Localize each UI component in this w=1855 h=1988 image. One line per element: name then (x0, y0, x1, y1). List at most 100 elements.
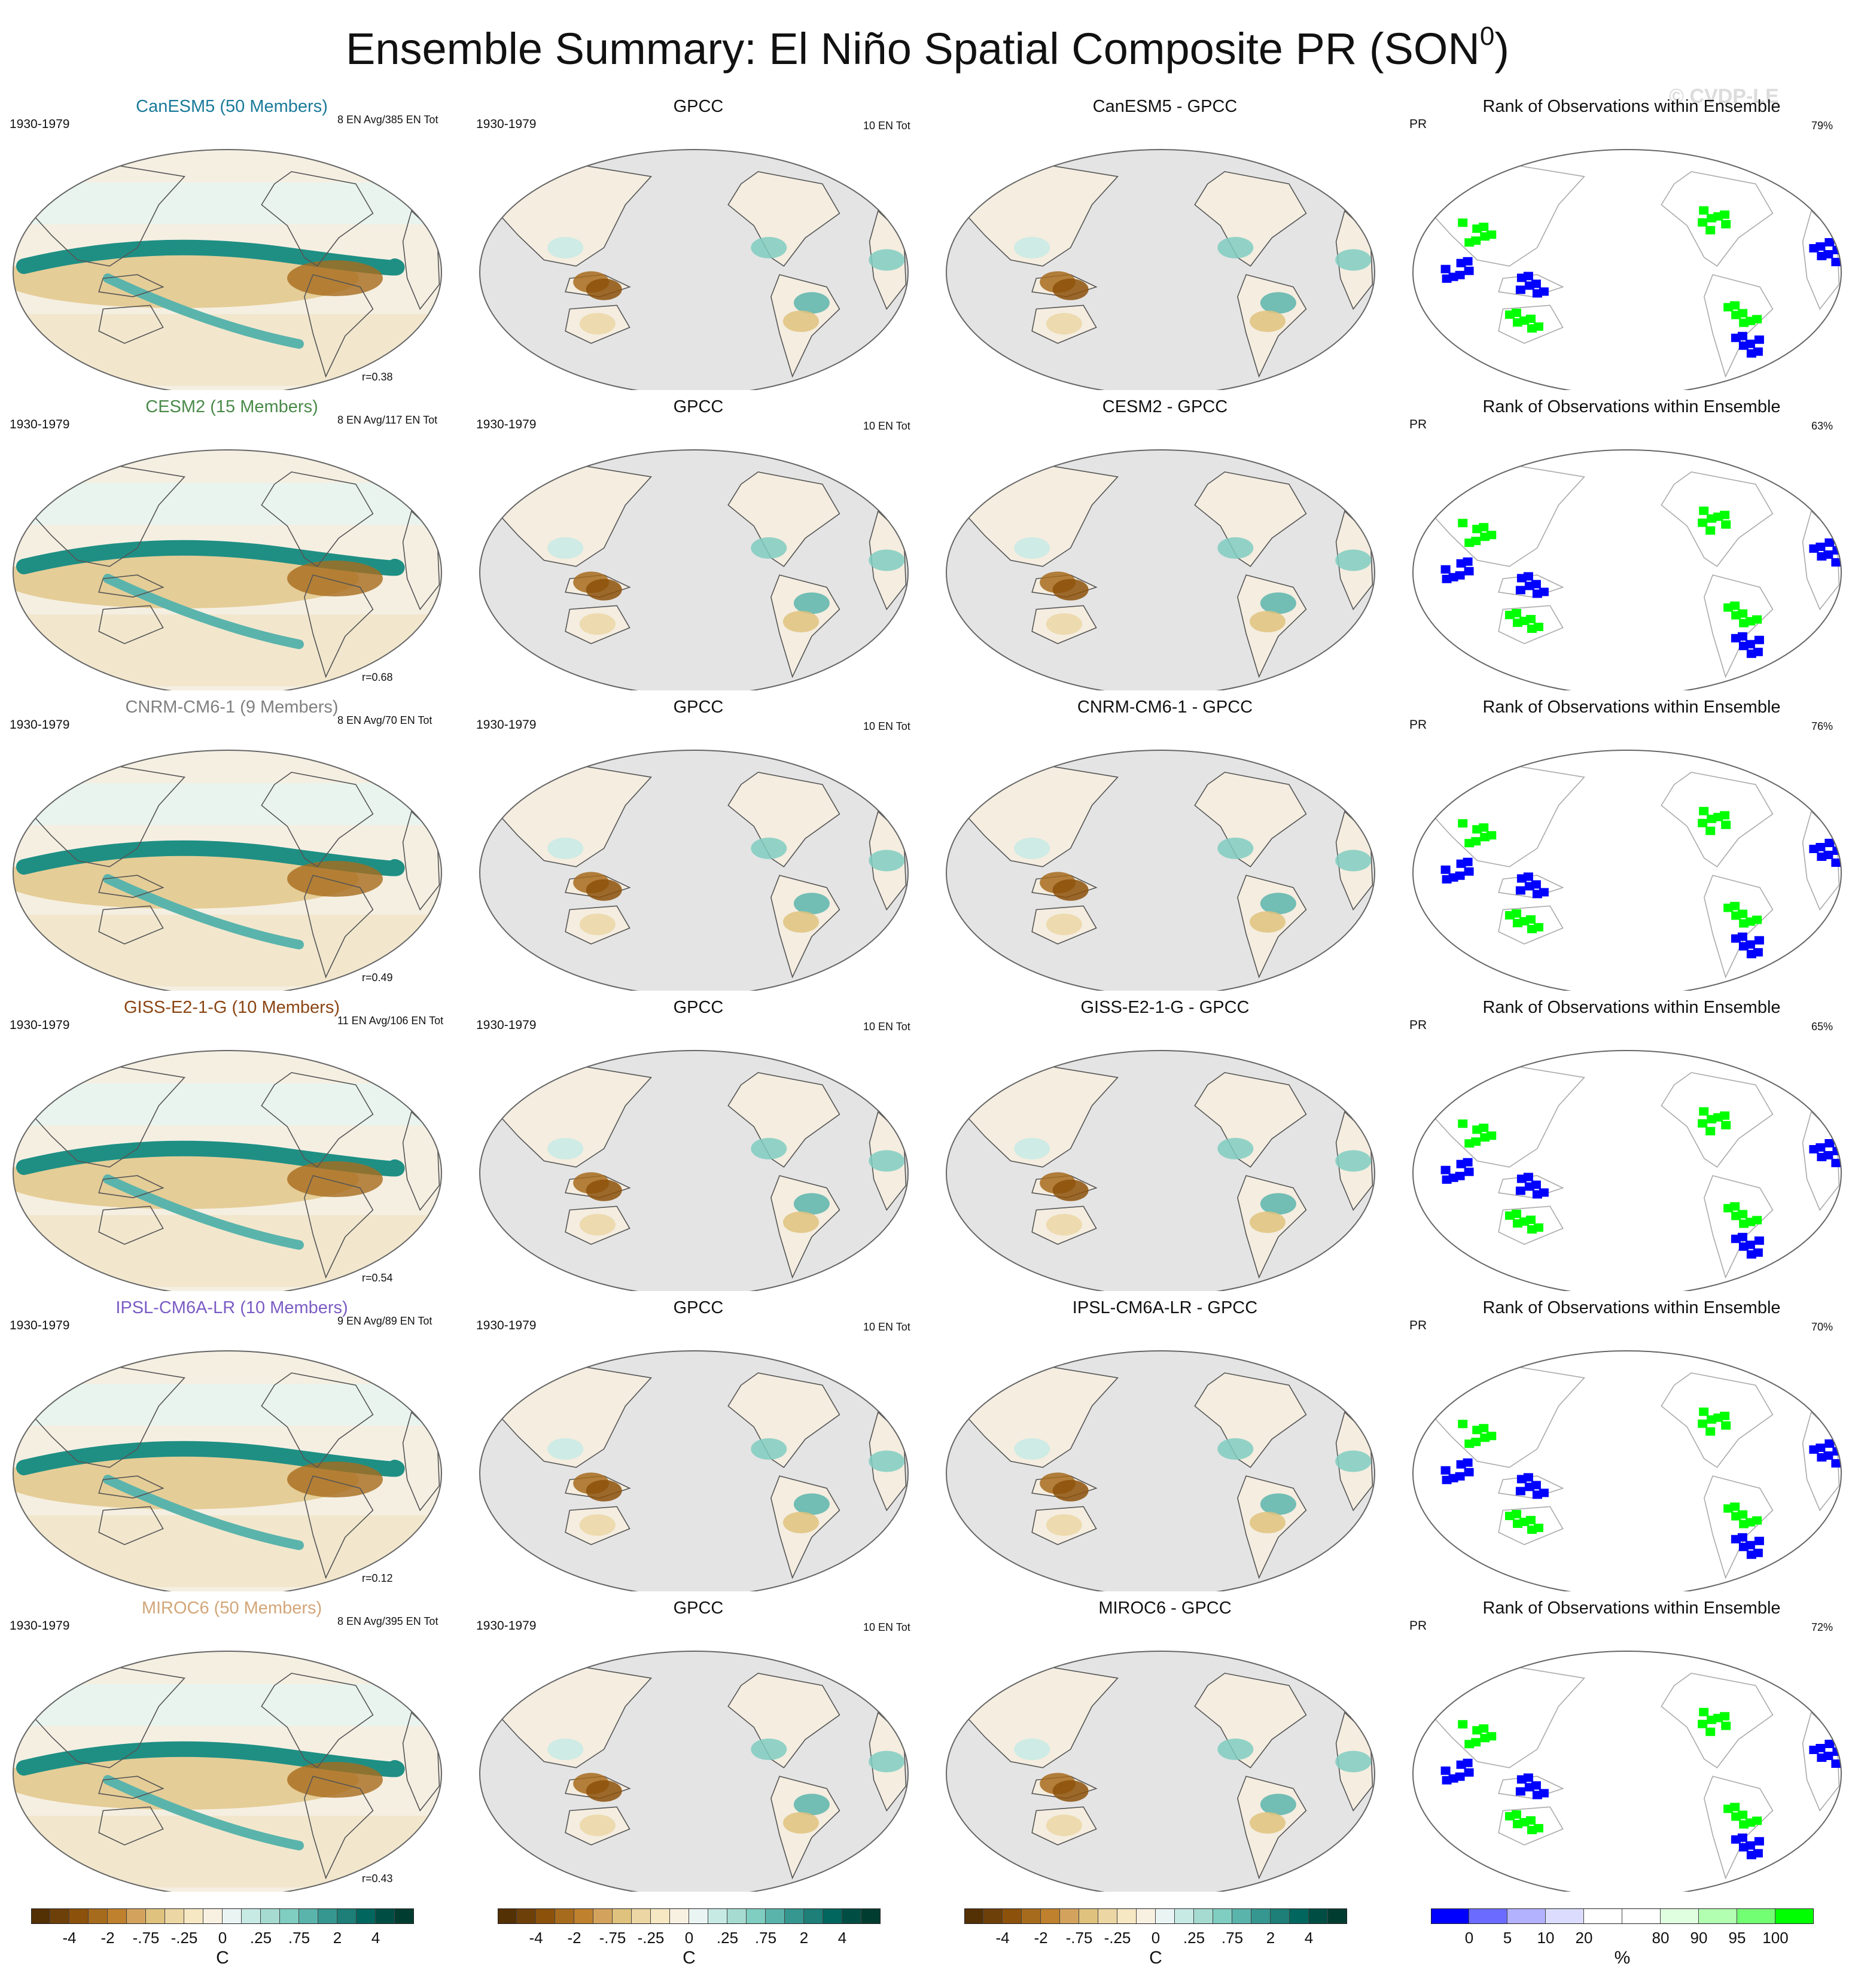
map-border (13, 149, 442, 390)
panel-title: Rank of Observations within Ensemble (1482, 1599, 1781, 1618)
rank-grid-cell (1754, 635, 1764, 644)
colorbar-swatch (223, 1908, 242, 1924)
panel-title: Rank of Observations within Ensemble (1482, 97, 1781, 116)
colorbar-tick-label: -4 (995, 1929, 1010, 1947)
rank-grid-cell (1745, 640, 1755, 649)
continent-outline (1704, 274, 1774, 378)
rank-grid-cell (1463, 1158, 1473, 1167)
event-count-label: 11 EN Avg/106 EN Tot (337, 1015, 444, 1027)
continent-outline (1194, 1673, 1307, 1768)
rank-grid-cell (1816, 1143, 1826, 1152)
variable-label: PR (1409, 418, 1427, 431)
panel-model-row-4: GISS-E2-1-G (10 Members) 1930-1979 11 EN A… (0, 991, 464, 1291)
land-anomaly-patch (1046, 914, 1082, 936)
rank-grid-cell (1523, 872, 1533, 881)
wet-anomaly-band-spcz (103, 574, 304, 649)
map-rank (1412, 449, 1842, 690)
rank-grid-cell (1512, 308, 1521, 317)
land-anomaly-patch (1046, 1514, 1082, 1536)
wet-anomaly-band-equatorial (16, 540, 405, 576)
colorbar-tick-label: -2 (567, 1929, 581, 1947)
wet-anomaly-band-equatorial (16, 239, 405, 276)
rank-grid-cell (1440, 565, 1451, 574)
land-anomaly-patch (579, 1815, 616, 1837)
continent-outline (1661, 1072, 1774, 1168)
land-anomaly-patch (783, 911, 819, 933)
rank-grid-cell (1463, 1458, 1473, 1467)
rank-grid-cell (1471, 537, 1481, 546)
panel-rank-row-5: Rank of Observations within Ensemble PR 70… (1400, 1291, 1855, 1591)
dry-anomaly-band (13, 1450, 359, 1509)
dry-anomaly-core (287, 1161, 383, 1197)
event-count-label: 8 EN Avg/395 EN Tot (337, 1615, 438, 1627)
continent-outline (1498, 605, 1564, 644)
panel-diff-row-1: CanESM5 - GPCC (933, 90, 1397, 390)
rank-grid-cell (1539, 1488, 1549, 1497)
colorbar-swatches (964, 1908, 1347, 1924)
land-anomaly-patch (1052, 879, 1089, 901)
colorbar-unit-label: C (683, 1948, 696, 1968)
land-anomaly-patch (783, 611, 819, 632)
colorbar-swatch (632, 1908, 651, 1924)
rank-grid-cell (1479, 1724, 1489, 1733)
land-anomaly-patch (1217, 1138, 1254, 1159)
event-count-label: 8 EN Avg/70 EN Tot (337, 714, 432, 726)
rank-grid-cell (1721, 820, 1731, 829)
land-anomaly-patch (1335, 1150, 1372, 1172)
map-model (13, 750, 442, 991)
rank-grid-cell (1698, 1719, 1708, 1728)
rank-grid-cell (1738, 909, 1748, 918)
map-obs (479, 1350, 909, 1591)
rank-grid-cell (1745, 940, 1755, 949)
map-diff (946, 449, 1375, 690)
figure-title-text: Ensemble Summary: El Niño Spatial Compos… (345, 24, 1480, 74)
rank-grid-cell (1752, 915, 1762, 924)
land-anomaly-patch (869, 1150, 905, 1172)
land-anomaly-patch (869, 850, 905, 872)
rank-grid-cell (1698, 1419, 1708, 1428)
continent-outline (727, 471, 840, 567)
continent-outline (304, 1175, 374, 1279)
continent-outline (261, 1072, 374, 1168)
rank-grid-cell (1816, 242, 1826, 251)
rank-grid-cell (1526, 1215, 1536, 1224)
rank-grid-cell (1699, 206, 1709, 215)
rank-grid-cell (1539, 1188, 1549, 1197)
colorbar-tick-label: 0 (684, 1929, 694, 1947)
rank-grid-cell (1458, 519, 1468, 528)
panel-title: GISS-E2-1-G - GPCC (1080, 998, 1250, 1017)
rank-grid-cell (1824, 238, 1835, 246)
colorbar-tick-label: 4 (837, 1929, 847, 1947)
colorbar-tick-label: -2 (1034, 1929, 1048, 1947)
rank-grid-cell (1515, 285, 1525, 294)
pattern-correlation: r=0.49 (362, 972, 393, 984)
panel-title: GPCC (673, 1298, 724, 1317)
rank-grid-cell (1534, 923, 1543, 931)
rank-grid-cell (1730, 1803, 1740, 1812)
land-anomaly-patch (1217, 237, 1254, 258)
colorbar-swatch (299, 1908, 318, 1924)
map-model (13, 1350, 442, 1591)
rank-grid-cell (1512, 909, 1521, 918)
wet-anomaly-band-spcz (103, 273, 304, 349)
rank-grid-cell (1455, 1772, 1465, 1781)
rank-grid-cell (1738, 609, 1748, 618)
panel-title: IPSL-CM6A-LR - GPCC (1072, 1298, 1258, 1317)
land-anomaly-patch (783, 310, 819, 332)
land-anomaly-patch (547, 537, 584, 559)
event-count-label: 10 EN Tot (863, 1621, 910, 1633)
anomaly-band-north (13, 1083, 441, 1125)
rank-grid-cell (1699, 1707, 1709, 1716)
continent-outline (261, 471, 374, 567)
rank-grid-cell (1752, 1516, 1762, 1525)
colorbar-unit-label: C (1149, 1948, 1162, 1968)
dry-anomaly-core (287, 1462, 383, 1497)
land-anomaly-patch (1250, 911, 1286, 933)
colorbar-swatch (31, 1908, 50, 1924)
land-anomaly-patch (783, 1812, 819, 1834)
continent-outline (304, 875, 374, 979)
panel-title: IPSL-CM6A-LR (10 Members) (115, 1298, 348, 1317)
rank-grid-cell (1463, 1758, 1473, 1767)
rank-grid-cell (1463, 557, 1473, 566)
rank-grid-cell (1752, 615, 1762, 624)
